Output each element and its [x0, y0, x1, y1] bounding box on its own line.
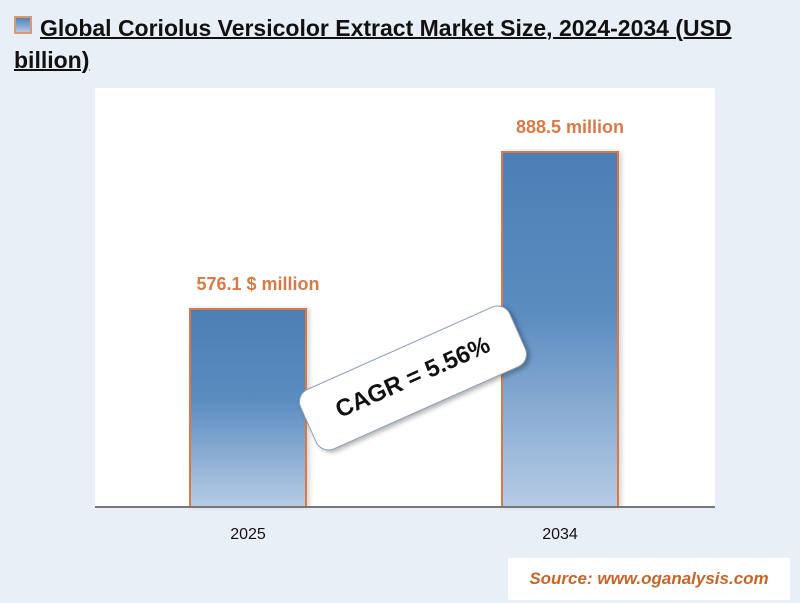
plot-area	[95, 88, 715, 507]
legend-square-icon	[14, 16, 32, 34]
x-tick-2034: 2034	[542, 526, 578, 543]
source-label: Source: www.oganalysis.com	[508, 558, 790, 600]
bar-2025	[189, 308, 307, 507]
x-tick-2025: 2025	[230, 526, 266, 543]
x-axis-line	[95, 506, 715, 508]
bar-2034	[501, 151, 619, 507]
chart-title: Global Coriolus Versicolor Extract Marke…	[14, 15, 732, 73]
data-label-2034: 888.5 million	[515, 117, 625, 138]
data-label-2025: 576.1 $ million	[196, 274, 320, 294]
